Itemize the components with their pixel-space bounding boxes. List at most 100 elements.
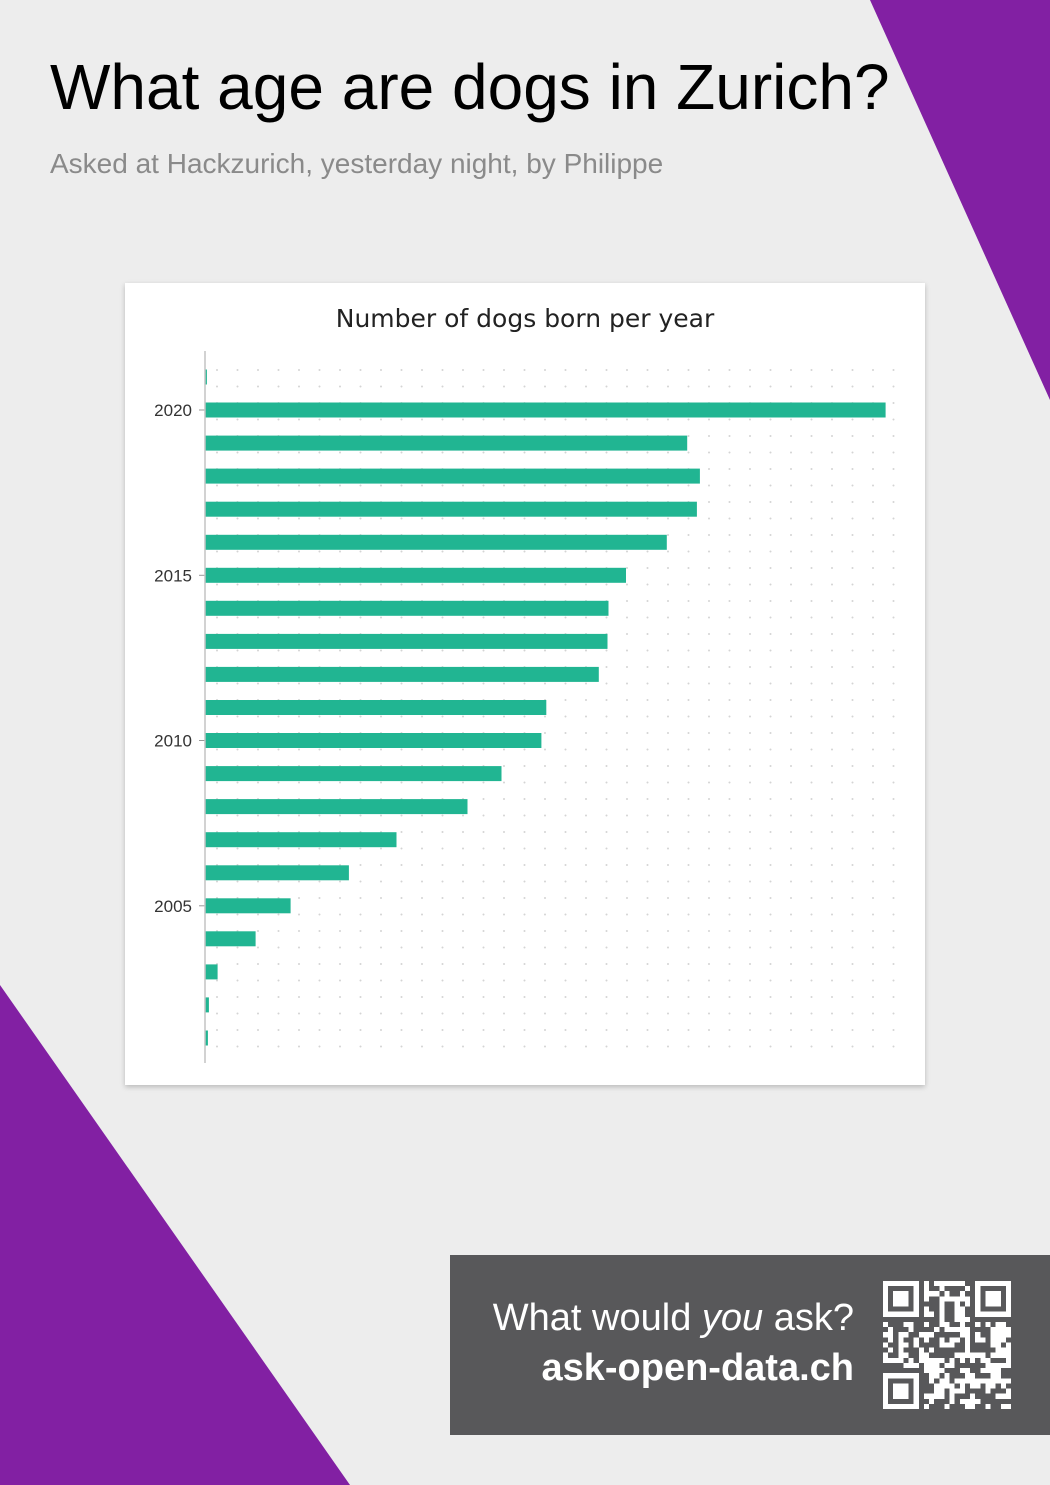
grid-dot — [687, 963, 690, 965]
grid-dot — [482, 616, 485, 619]
grid-dot — [236, 946, 239, 949]
grid-dot — [790, 963, 792, 965]
grid-dot — [236, 649, 239, 652]
grid-dot — [359, 451, 362, 454]
grid-dot — [769, 897, 772, 899]
grid-dot — [523, 831, 526, 833]
grid-dot — [810, 633, 813, 635]
grid-dot — [667, 847, 669, 850]
grid-dot — [667, 1029, 669, 1031]
grid-dot — [544, 814, 546, 817]
grid-dot — [605, 715, 608, 718]
grid-dot — [687, 1012, 690, 1015]
grid-dot — [810, 699, 813, 701]
grid-dot — [503, 1045, 505, 1048]
grid-dot — [667, 649, 669, 652]
grid-dot — [872, 682, 874, 685]
grid-dot — [523, 798, 526, 800]
grid-dot — [790, 616, 792, 619]
grid-dot — [810, 369, 813, 371]
grid-dot — [810, 583, 813, 586]
grid-dot — [646, 930, 649, 932]
grid-dot — [728, 880, 731, 883]
grid-dot — [277, 946, 280, 949]
grid-dot — [790, 897, 792, 899]
grid-dot — [728, 814, 731, 817]
grid-dot — [298, 583, 300, 586]
grid-dot — [708, 501, 710, 503]
grid-dot — [851, 1029, 854, 1031]
grid-dot — [441, 814, 444, 817]
grid-dot — [831, 1045, 833, 1048]
grid-dot — [667, 930, 669, 932]
grid-dot — [257, 880, 259, 883]
grid-dot — [544, 1029, 546, 1031]
grid-dot — [708, 517, 710, 520]
grid-dot — [646, 1045, 649, 1048]
grid-dot — [523, 1012, 526, 1015]
grid-dot — [236, 880, 239, 883]
grid-dot — [831, 748, 833, 751]
grid-dot — [359, 385, 362, 388]
grid-dot — [626, 633, 628, 635]
grid-dot — [585, 765, 587, 767]
grid-dot — [708, 418, 710, 421]
grid-dot — [626, 946, 628, 949]
grid-dot — [749, 946, 751, 949]
grid-dot — [380, 418, 382, 421]
grid-dot — [503, 1029, 505, 1031]
grid-dot — [585, 963, 587, 965]
grid-dot — [646, 451, 649, 454]
grid-dot — [503, 484, 505, 487]
grid-dot — [769, 682, 772, 685]
grid-dot — [708, 814, 710, 817]
grid-dot — [728, 682, 731, 685]
grid-dot — [503, 517, 505, 520]
grid-dot — [851, 501, 854, 503]
grid-dot — [626, 831, 628, 833]
grid-dot — [810, 864, 813, 866]
grid-dot — [646, 1012, 649, 1015]
grid-dot — [872, 798, 874, 800]
grid-dot — [790, 946, 792, 949]
grid-dot — [892, 765, 895, 767]
grid-dot — [728, 831, 731, 833]
grid-dot — [380, 682, 382, 685]
grid-dot — [400, 748, 403, 751]
grid-dot — [728, 864, 731, 866]
grid-dot — [687, 781, 690, 784]
grid-dot — [626, 583, 628, 586]
grid-dot — [708, 781, 710, 784]
grid-dot — [728, 633, 731, 635]
qr-code-icon[interactable] — [883, 1281, 1011, 1409]
grid-dot — [216, 748, 218, 751]
grid-dot — [810, 484, 813, 487]
grid-dot — [359, 963, 362, 965]
grid-dot — [523, 418, 526, 421]
grid-dot — [564, 748, 567, 751]
grid-dot — [667, 963, 669, 965]
grid-dot — [503, 682, 505, 685]
bar-2013 — [205, 633, 608, 649]
grid-dot — [831, 583, 833, 586]
grid-dot — [462, 814, 464, 817]
grid-dot — [872, 1045, 874, 1048]
grid-dot — [831, 600, 833, 602]
grid-dot — [749, 996, 751, 998]
grid-dot — [749, 600, 751, 602]
grid-dot — [544, 897, 546, 899]
bar-2008 — [205, 799, 468, 815]
grid-dot — [277, 996, 280, 998]
grid-dot — [790, 666, 792, 668]
grid-dot — [441, 682, 444, 685]
grid-dot — [667, 781, 669, 784]
grid-dot — [605, 831, 608, 833]
grid-dot — [441, 913, 444, 916]
cta-site-link[interactable]: ask-open-data.ch — [541, 1347, 854, 1389]
grid-dot — [380, 1029, 382, 1031]
grid-dot — [810, 930, 813, 932]
grid-dot — [872, 880, 874, 883]
grid-dot — [318, 1045, 321, 1048]
grid-dot — [851, 1045, 854, 1048]
grid-dot — [421, 930, 423, 932]
